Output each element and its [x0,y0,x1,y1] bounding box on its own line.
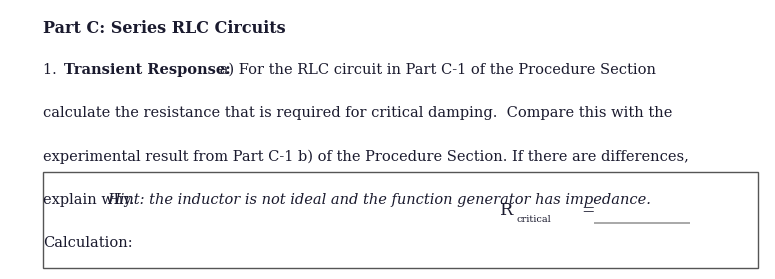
Bar [43,172,758,268]
Text: Transient Response:: Transient Response: [64,63,231,77]
Text: R: R [500,202,513,219]
Text: Hint: the inductor is not ideal and the function generator has impedance.: Hint: the inductor is not ideal and the … [107,193,651,206]
Text: 1.: 1. [43,63,61,77]
Text: =: = [581,202,594,219]
Text: explain why.: explain why. [43,193,139,206]
Text: experimental result from Part C-1 b) of the Procedure Section. If there are diff: experimental result from Part C-1 b) of … [43,149,688,164]
Text: calculate the resistance that is required for critical damping.  Compare this wi: calculate the resistance that is require… [43,106,672,120]
Text: critical: critical [517,215,552,224]
Text: Part C: Series RLC Circuits: Part C: Series RLC Circuits [43,20,285,37]
Text: Calculation:: Calculation: [43,236,133,250]
Text: a) For the RLC circuit in Part C-1 of the Procedure Section: a) For the RLC circuit in Part C-1 of th… [215,63,656,77]
